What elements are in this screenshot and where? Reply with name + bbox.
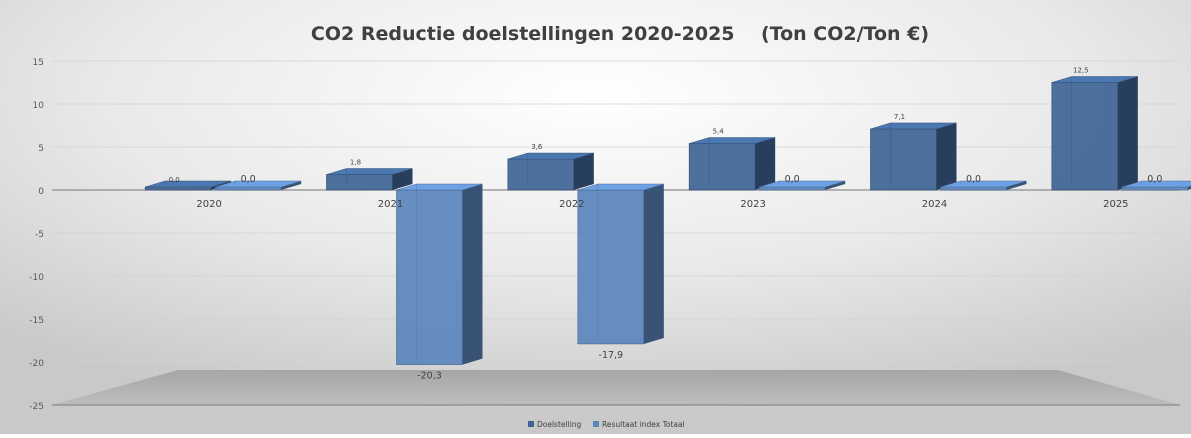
bar-resultaat-2020 (214, 180, 302, 191)
y-tick-label: -20 (29, 359, 44, 369)
data-label: -17,9 (599, 350, 624, 361)
data-label: 3,6 (531, 143, 543, 151)
y-tick-label: 10 (33, 101, 45, 111)
bar-doelstelling-2024 (870, 122, 957, 191)
x-tick-label: 2024 (922, 199, 947, 210)
x-tick-label: 2023 (740, 199, 765, 210)
x-tick-label: 2021 (378, 199, 403, 210)
bars (144, 76, 1191, 365)
x-tick-label: 2025 (1103, 199, 1128, 210)
data-label: 5,4 (713, 128, 725, 136)
data-label: 0,0 (241, 174, 256, 185)
y-tick-label: -10 (29, 273, 44, 283)
data-label: 0,0 (785, 174, 800, 185)
legend-label: Resultaat index Totaal (602, 420, 685, 429)
chart-title: CO2 Reductie doelstellingen 2020-2025 (T… (311, 23, 929, 45)
bar-resultaat-2025 (1121, 180, 1191, 191)
bar-resultaat-2024 (940, 180, 1027, 191)
data-label: 7,1 (894, 113, 905, 121)
data-label: -20,3 (417, 371, 442, 382)
y-axis-ticks: 15 10 5 0 -5 -10 -15 -20 -25 (29, 58, 44, 412)
legend-swatch (528, 421, 534, 427)
y-tick-label: -5 (35, 230, 44, 240)
bar-doelstelling-2021 (326, 168, 413, 191)
data-labels: 0,0 0,0 1,8 -20,3 3,6 -17,9 5,4 0,0 7,1 0,0 12,5 0,… (169, 67, 1163, 382)
bar-resultaat-2023 (758, 180, 846, 191)
bar-doelstelling-2022 (507, 152, 594, 191)
y-tick-label: -15 (29, 316, 44, 326)
y-tick-label: 15 (33, 58, 44, 68)
bar-resultaat-2022 (577, 183, 664, 345)
y-tick-label: -25 (29, 402, 44, 412)
x-axis-ticks: 2020 2021 2022 2023 2024 2025 (196, 199, 1128, 210)
legend: Doelstelling Resultaat index Totaal (528, 420, 685, 429)
data-label: 0,0 (169, 176, 180, 184)
chart-floor (52, 370, 1180, 405)
data-label: 0,0 (966, 174, 981, 185)
data-label: 1,8 (350, 159, 361, 167)
y-tick-label: 0 (38, 187, 44, 197)
data-label: 12,5 (1073, 67, 1089, 75)
y-tick-label: 5 (38, 144, 44, 154)
x-tick-label: 2020 (196, 199, 221, 210)
bar-resultaat-2021 (396, 183, 483, 365)
bar-doelstelling-2023 (688, 137, 776, 191)
bar-doelstelling-2025 (1051, 76, 1138, 191)
x-tick-label: 2022 (559, 199, 584, 210)
legend-swatch (593, 421, 599, 427)
data-label: 0,0 (1147, 174, 1162, 185)
legend-label: Doelstelling (537, 420, 582, 429)
